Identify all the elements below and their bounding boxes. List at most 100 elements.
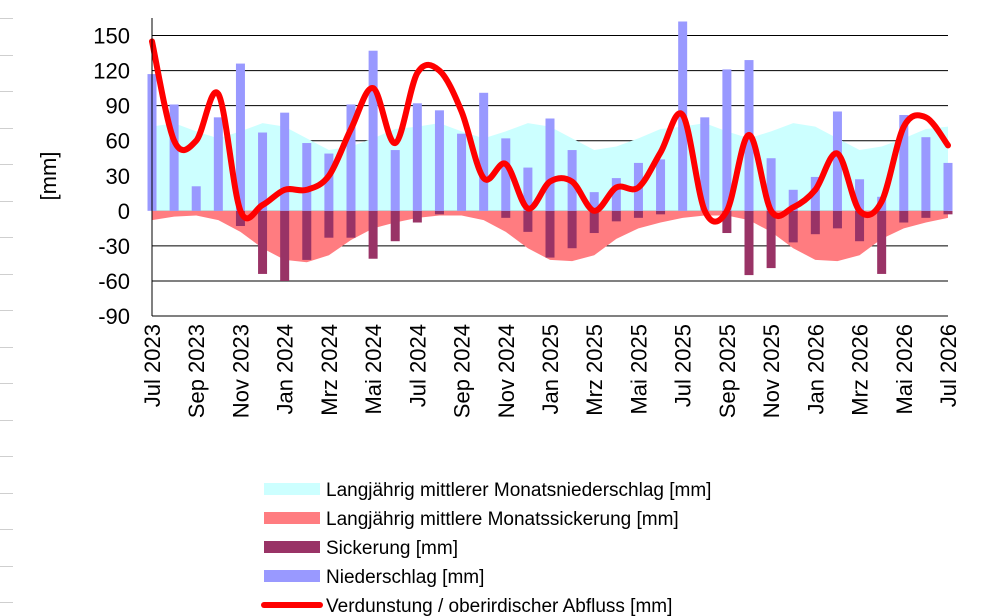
bar-precipitation <box>700 117 710 211</box>
y-tick-label: -90 <box>98 304 130 329</box>
legend-long-term-precipitation: Langjährig mittlerer Monatsniederschlag … <box>264 480 711 501</box>
bar-seepage <box>899 210 909 223</box>
bar-precipitation <box>722 69 732 211</box>
legend-seepage: Sickerung [mm] <box>264 538 458 559</box>
x-tick-label: Jul 2026 <box>936 324 961 407</box>
bar-seepage <box>877 210 887 274</box>
bar-precipitation <box>213 117 223 211</box>
bar-seepage <box>810 210 820 235</box>
bar-precipitation <box>346 104 356 211</box>
bar-seepage <box>545 210 555 258</box>
x-tick-label: Sep 2023 <box>184 324 209 418</box>
bar-seepage <box>766 210 776 269</box>
x-tick-label: Jan 2025 <box>538 324 563 415</box>
y-tick-labels: 150 120 90 60 30 0 -30 -60 -90 <box>93 24 130 329</box>
x-tick-labels: Jul 2023 Sep 2023 Nov 2023 Jan 2024 Mrz 2024… <box>140 324 961 418</box>
x-tick-label: Jul 2024 <box>405 324 430 407</box>
bar-precipitation <box>545 118 555 211</box>
bar-seepage <box>656 210 666 215</box>
x-tick-label: Nov 2025 <box>759 324 784 418</box>
x-tick-label: Mai 2024 <box>361 324 386 415</box>
bar-precipitation <box>324 153 334 211</box>
bar-precipitation <box>611 178 621 211</box>
bar-precipitation <box>302 143 312 211</box>
legend-label: Langjährig mittlerer Monatsniederschlag … <box>326 480 711 501</box>
x-tick-label: Mrz 2024 <box>317 324 342 416</box>
bar-precipitation <box>788 189 798 211</box>
bar-seepage <box>744 210 754 276</box>
bar-seepage <box>235 210 245 227</box>
bar-precipitation <box>280 112 290 211</box>
y-tick-label: 60 <box>106 129 130 154</box>
x-tick-label: Sep 2025 <box>715 324 740 418</box>
bar-precipitation <box>523 167 533 211</box>
bar-seepage <box>434 210 444 215</box>
legend-evaporation-runoff: Verdunstung / oberirdischer Abfluss [mm] <box>261 596 672 616</box>
x-tick-label: Mai 2026 <box>892 324 917 415</box>
x-tick-label: Sep 2024 <box>450 324 475 418</box>
bar-precipitation <box>457 133 467 211</box>
bar-seepage <box>302 210 312 260</box>
bar-seepage <box>633 210 643 218</box>
bar-precipitation <box>258 132 268 211</box>
bar-seepage <box>390 210 400 242</box>
y-tick-label: 120 <box>93 59 130 84</box>
bar-seepage <box>921 210 931 218</box>
legend-label: Verdunstung / oberirdischer Abfluss [mm] <box>326 596 672 616</box>
bar-seepage <box>611 210 621 222</box>
x-tick-label: Jul 2025 <box>671 324 696 407</box>
x-tick-label: Nov 2024 <box>494 324 519 418</box>
bar-seepage <box>412 210 422 223</box>
legend-label: Sickerung [mm] <box>326 538 458 559</box>
line-series <box>149 38 951 225</box>
y-tick-label: -60 <box>98 269 130 294</box>
bar-precipitation <box>899 114 909 211</box>
bar-seepage <box>324 210 334 238</box>
bar-precipitation <box>589 192 599 211</box>
y-tick-label: 30 <box>106 164 130 189</box>
y-tick-label: 90 <box>106 94 130 119</box>
bar-seepage <box>788 210 798 243</box>
bar-seepage <box>855 210 865 242</box>
legend-swatch <box>264 541 320 553</box>
bar-precipitation <box>921 137 931 211</box>
legend-precipitation: Niederschlag [mm] <box>264 567 484 588</box>
legend-swatch <box>264 483 320 495</box>
x-tick-label: Mrz 2025 <box>582 324 607 416</box>
line-evaporation-runoff <box>149 38 951 225</box>
bar-seepage <box>567 210 577 249</box>
y-tick-label: 150 <box>93 24 130 49</box>
bar-seepage <box>501 210 511 218</box>
bar-precipitation <box>943 162 953 211</box>
x-tick-label: Jul 2023 <box>140 324 165 407</box>
bar-seepage <box>258 210 268 274</box>
legend-swatch <box>264 570 320 582</box>
legend-swatch <box>264 512 320 524</box>
legend-label: Langjährig mittlere Monatssickerung [mm] <box>326 509 679 530</box>
bar-precipitation <box>501 138 511 211</box>
x-tick-label: Nov 2023 <box>228 324 253 418</box>
y-tick-label: -30 <box>98 234 130 259</box>
bar-seepage <box>832 210 842 229</box>
x-tick-label: Mai 2025 <box>626 324 651 415</box>
bar-precipitation <box>832 111 842 211</box>
bar-seepage <box>523 210 533 232</box>
legend: Langjährig mittlerer Monatsniederschlag … <box>261 480 711 616</box>
bar-precipitation <box>368 50 378 211</box>
x-tick-label: Jan 2024 <box>273 324 298 415</box>
legend-label: Niederschlag [mm] <box>326 567 484 588</box>
bar-seepage <box>280 210 290 281</box>
bar-seepage <box>346 210 356 238</box>
legend-long-term-seepage: Langjährig mittlere Monatssickerung [mm] <box>264 509 679 530</box>
bar-seepage <box>589 210 599 234</box>
y-axis-label: [mm] <box>36 152 61 201</box>
left-edge-ticks <box>0 18 13 603</box>
x-tick-label: Mrz 2026 <box>848 324 873 416</box>
bar-seepage <box>943 210 953 215</box>
bar-seepage <box>368 210 378 259</box>
y-tick-label: 0 <box>118 199 130 224</box>
bar-precipitation <box>191 186 201 211</box>
x-tick-label: Jan 2026 <box>803 324 828 415</box>
bar-precipitation <box>479 92 489 211</box>
